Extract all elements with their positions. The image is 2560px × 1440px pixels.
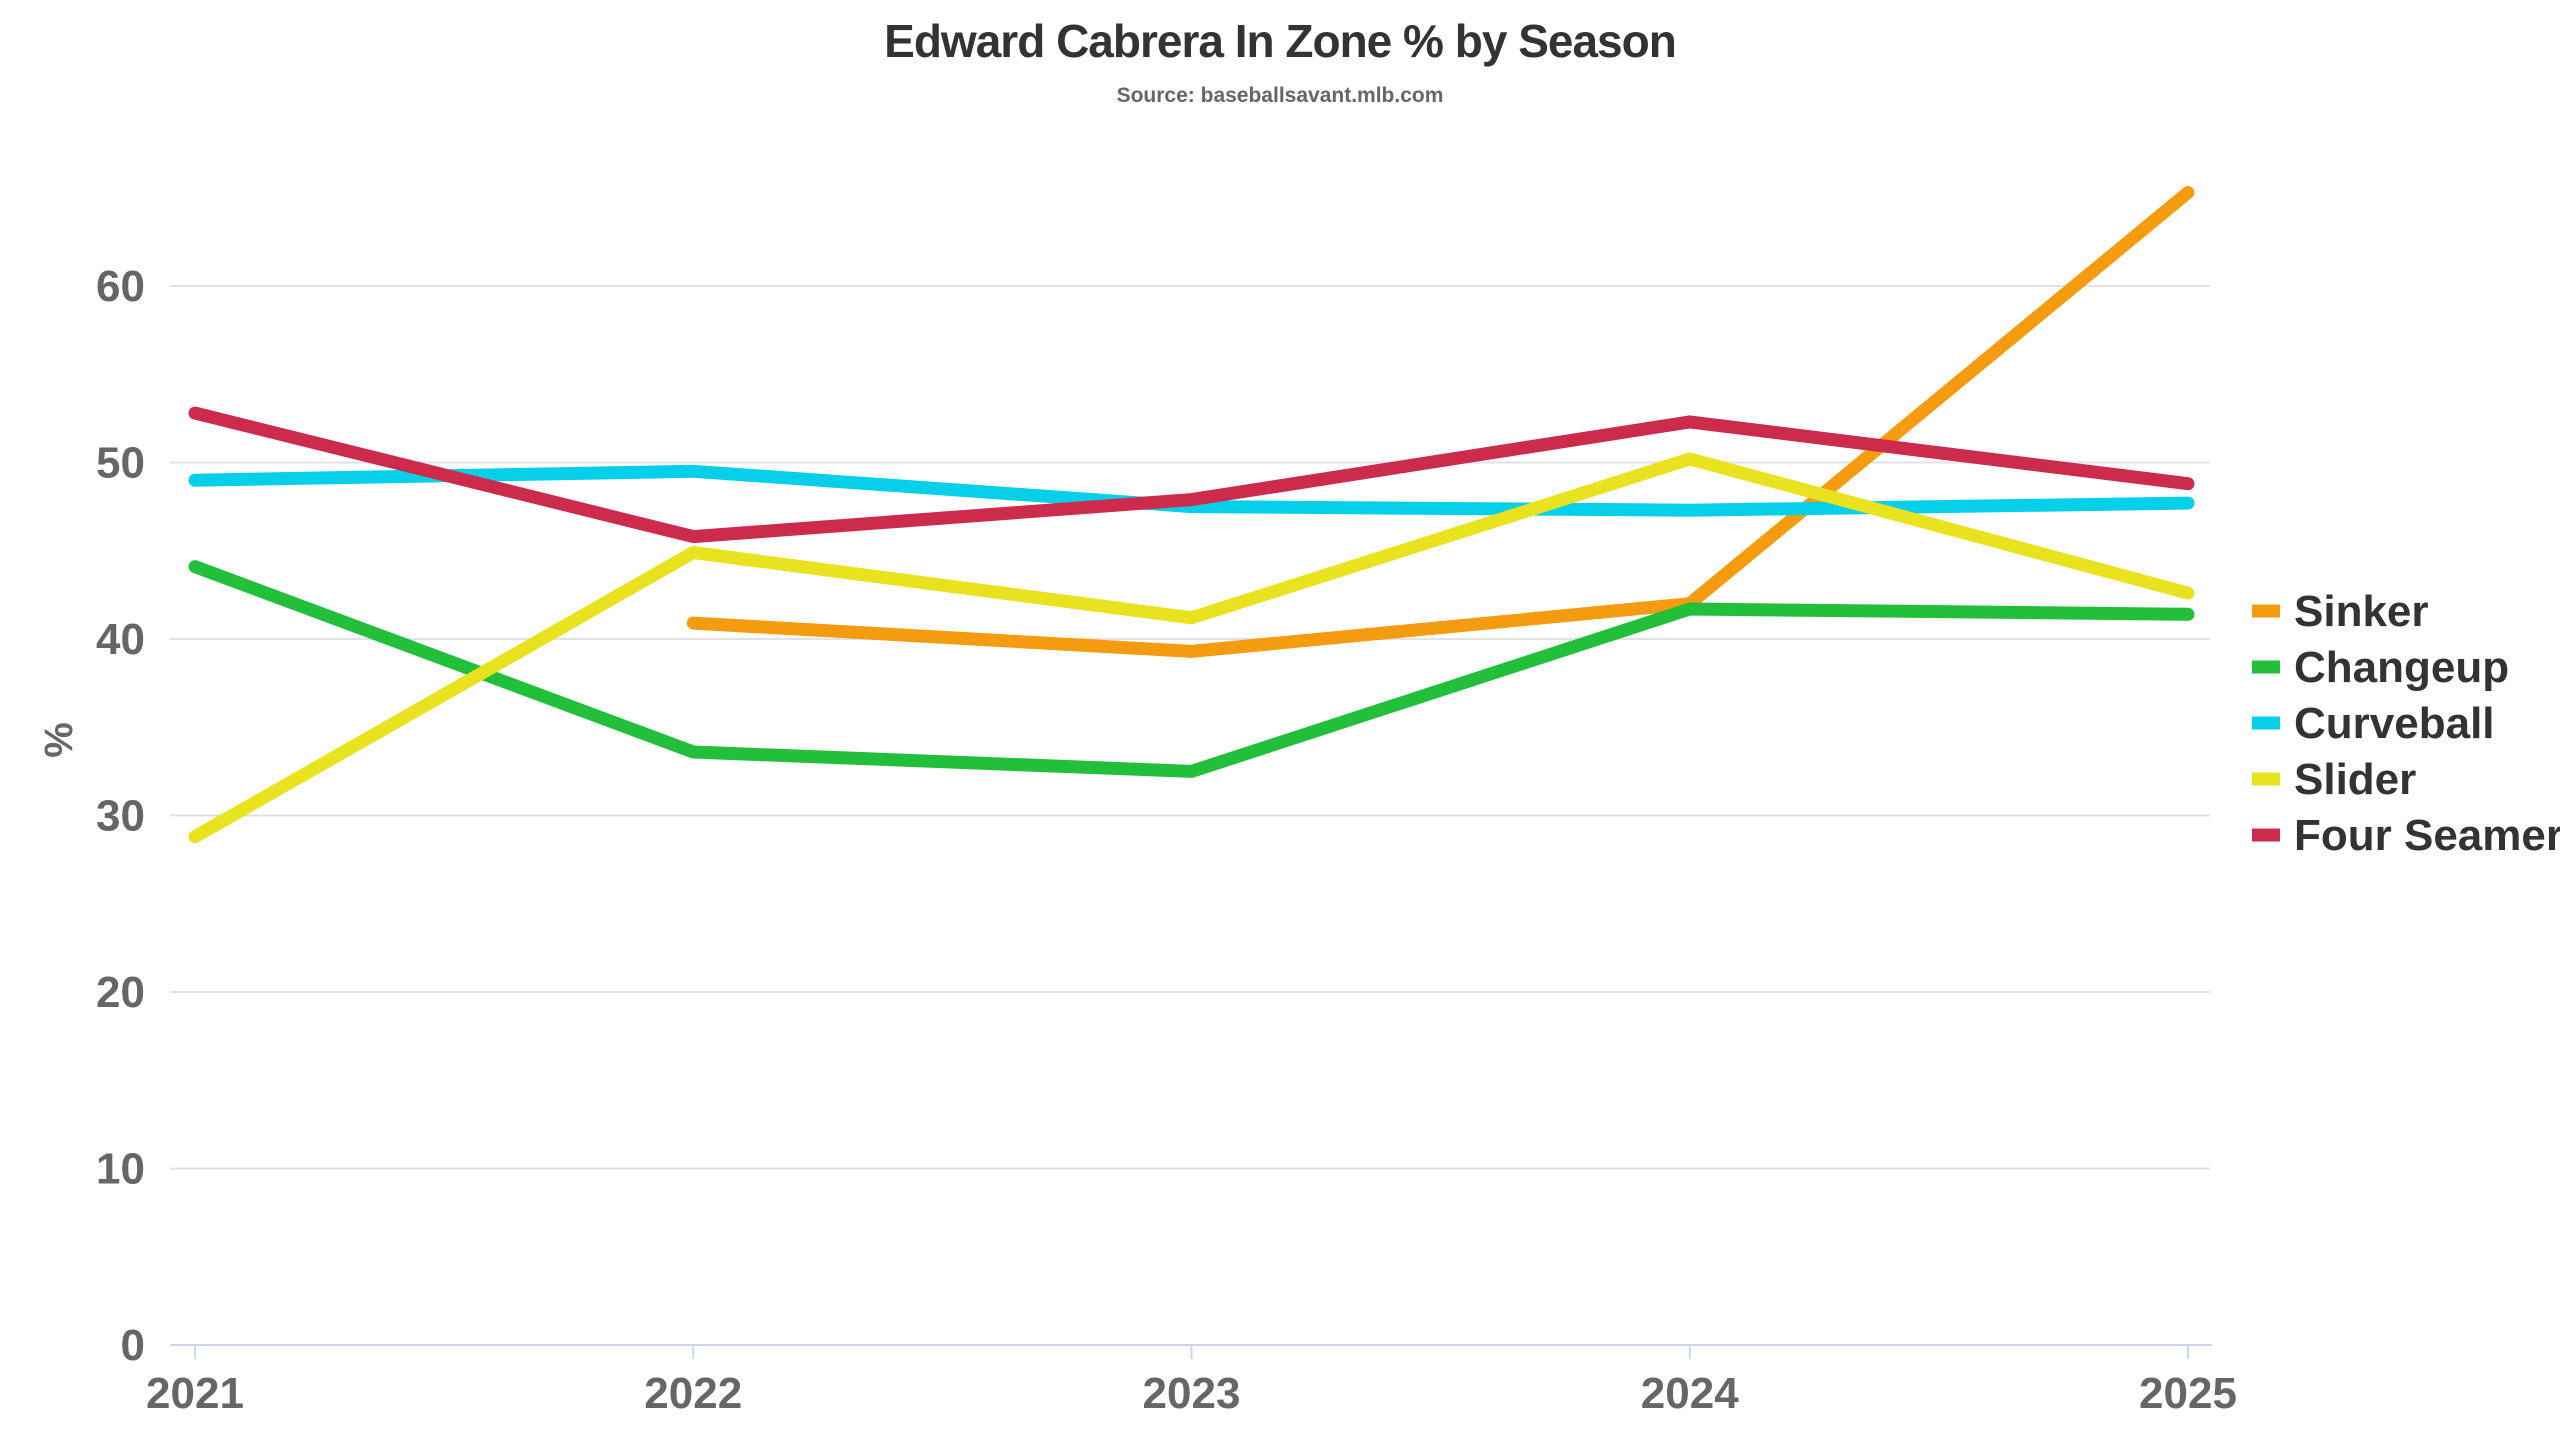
legend: Sinker Changeup Curveball Slider Four Seamer [2252,587,2560,860]
series-line-changeup [188,560,2195,778]
legend-item-changeup[interactable]: Changeup [2252,643,2509,692]
y-tick-label: 60 [96,262,145,311]
y-axis-title: % [37,722,81,758]
y-tick-label: 50 [96,439,145,488]
y-tick-label: 30 [96,792,145,841]
y-tick-label: 0 [121,1321,145,1370]
legend-item-four-seamer[interactable]: Four Seamer [2252,811,2560,860]
legend-label: Sinker [2294,587,2429,636]
chart-title: Edward Cabrera In Zone % by Season [884,15,1677,67]
x-tick-label: 2022 [644,1369,742,1418]
x-tick-label: 2025 [2139,1369,2237,1418]
legend-label: Curveball [2294,699,2495,748]
y-tick-label: 10 [96,1145,145,1194]
legend-label: Slider [2294,755,2416,804]
series-line-sinker [686,186,2195,658]
y-tick-label: 20 [96,968,145,1017]
legend-label: Four Seamer [2294,811,2560,860]
series-lines [188,186,2195,844]
series-line-slider [188,452,2195,844]
legend-item-slider[interactable]: Slider [2252,755,2416,804]
gridlines [170,285,2210,1170]
series-line-four-seamer [188,406,2195,544]
x-tick-label: 2021 [146,1369,244,1418]
x-tick-label: 2023 [1143,1369,1241,1418]
y-tick-label: 40 [96,615,145,664]
legend-item-curveball[interactable]: Curveball [2252,699,2495,748]
chart-subtitle: Source: baseballsavant.mlb.com [1116,84,1444,107]
axes: 0 10 20 30 40 50 60 2021 2022 2023 2024 2025% [37,262,2237,1418]
legend-item-sinker[interactable]: Sinker [2252,587,2429,636]
x-tick-label: 2024 [1641,1369,1739,1418]
legend-label: Changeup [2294,643,2509,692]
